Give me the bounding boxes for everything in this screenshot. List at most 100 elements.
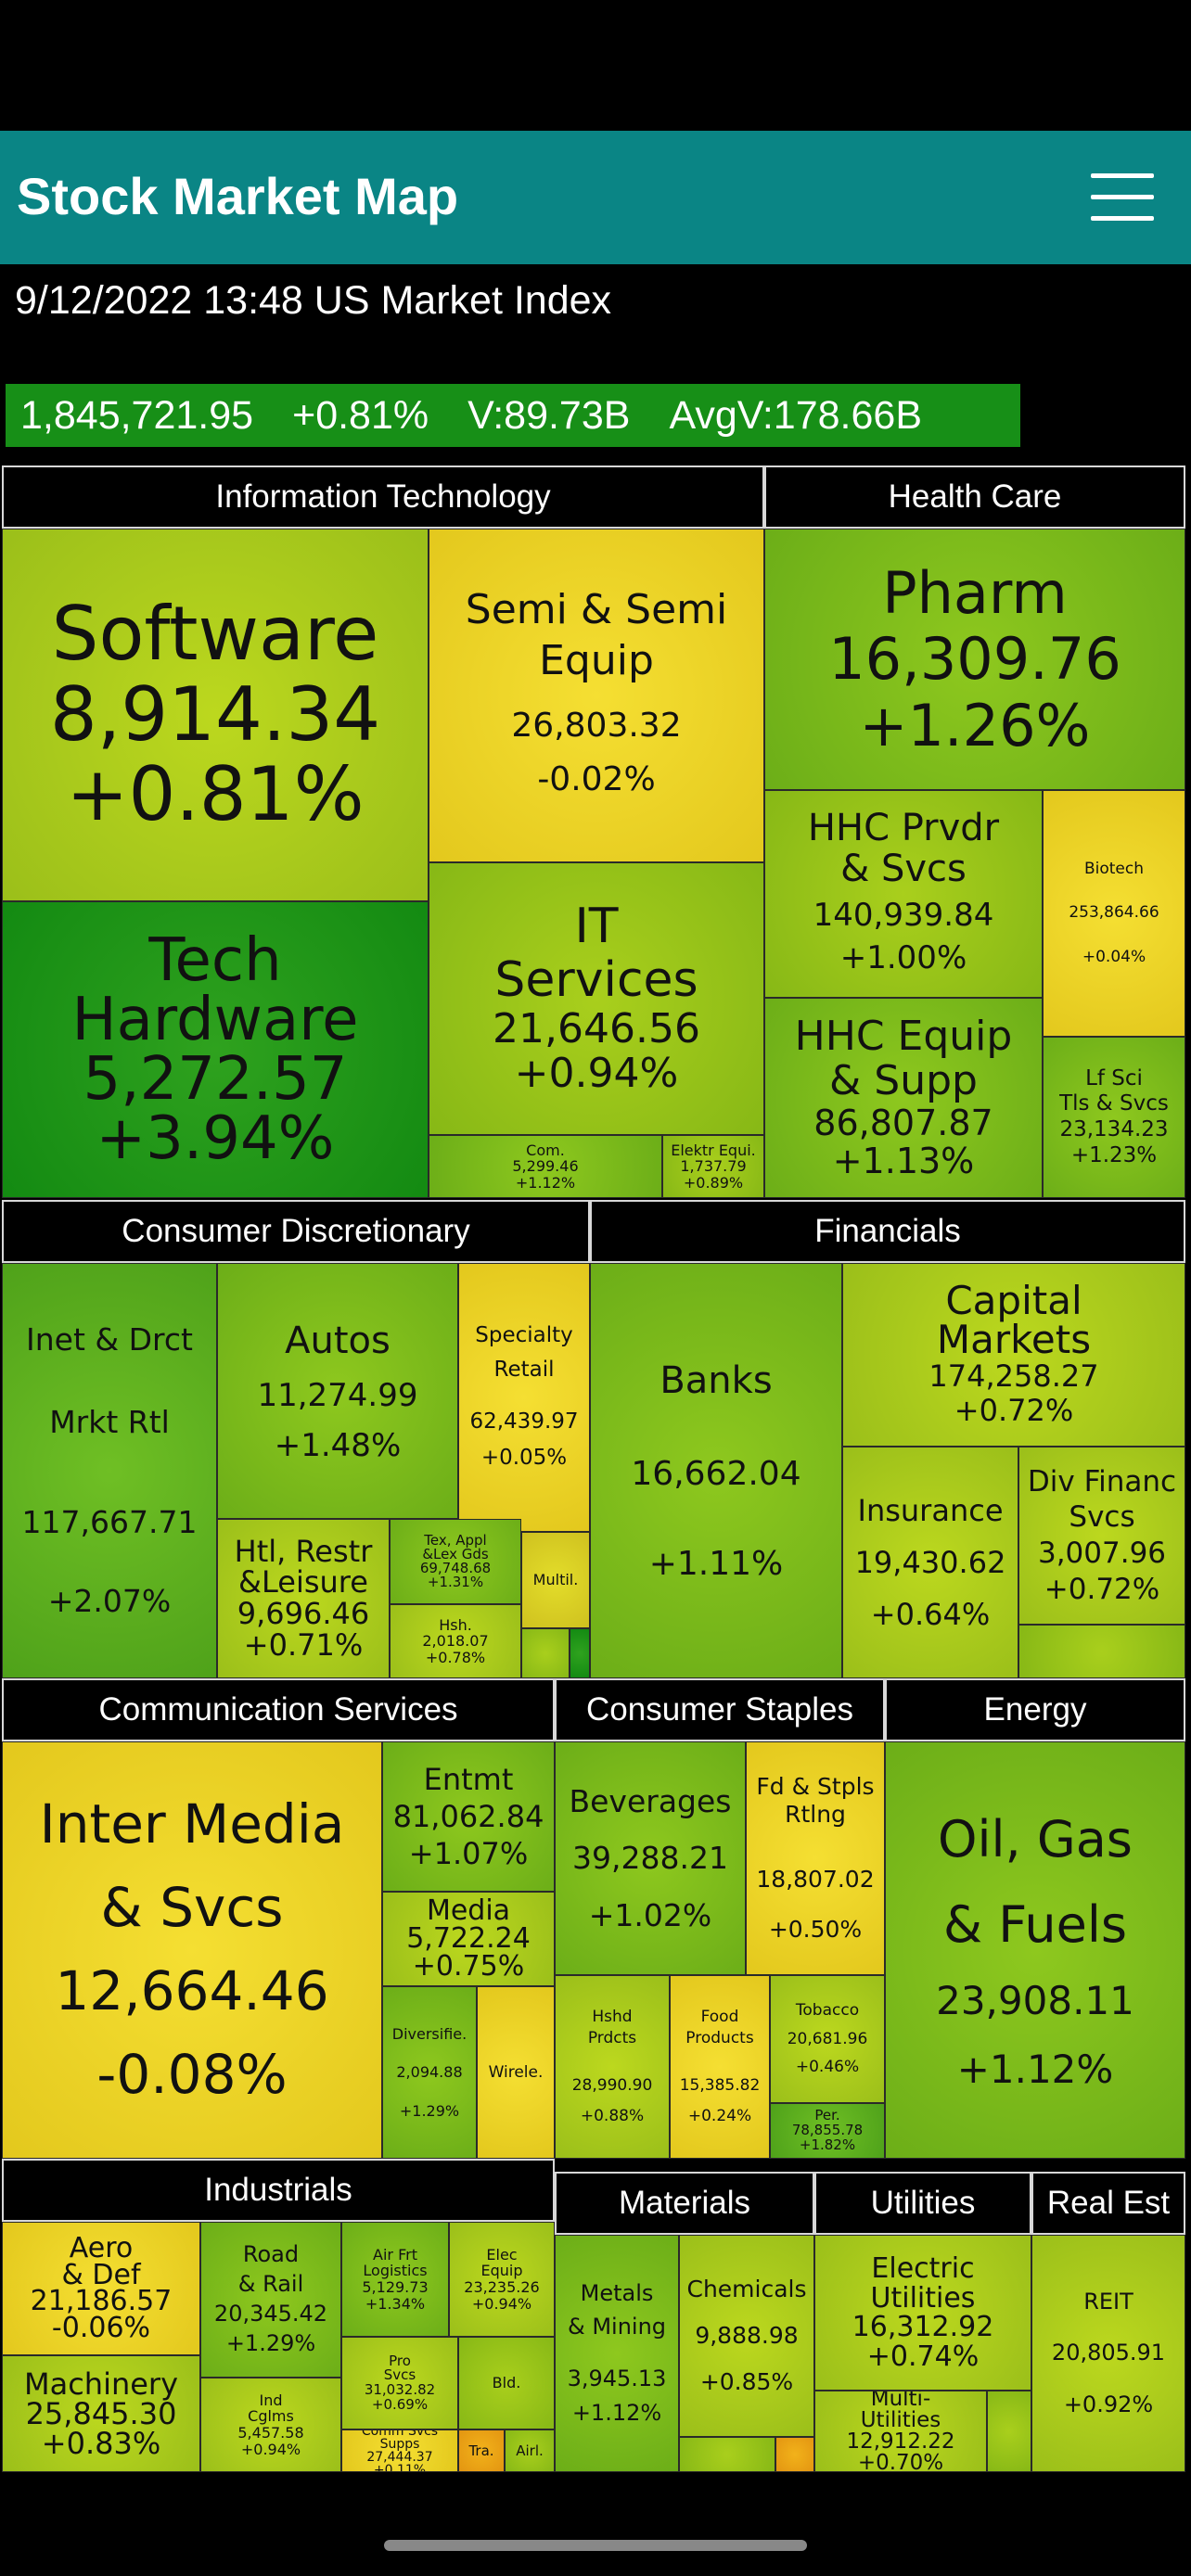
tile-comm-svcs-supps[interactable]: Comm Svcs Supps 27,444.37 +0.11%	[341, 2429, 458, 2472]
tile-tech-hardware[interactable]: Tech Hardware 5,272.57 +3.94%	[2, 901, 429, 1198]
sector-header-utilities[interactable]: Utilities	[814, 2172, 1031, 2235]
tile-value: 21,646.56	[493, 1004, 700, 1052]
tile-cd-small-1[interactable]	[521, 1628, 570, 1678]
tile-beverages[interactable]: Beverages 39,288.21 +1.02%	[555, 1741, 746, 1975]
tile-change: +0.72%	[954, 1393, 1074, 1428]
tile-aero-def[interactable]: Aero & Def 21,186.57 -0.06%	[2, 2222, 200, 2355]
tile-change: +0.64%	[870, 1597, 991, 1632]
sector-header-industrials[interactable]: Industrials	[2, 2159, 555, 2222]
tile-change: +0.71%	[243, 1626, 364, 1663]
tile-electric-utilities[interactable]: Electric Utilities 16,312.92 +0.74%	[814, 2235, 1031, 2391]
sector-header-real-estate[interactable]: Real Est	[1031, 2172, 1185, 2235]
tile-pro-svcs[interactable]: Pro Svcs 31,032.82 +0.69%	[341, 2337, 458, 2429]
tile-inet-drct-mrkt-rtl[interactable]: Inet & Drct Mrkt Rtl 117,667.71 +2.07%	[2, 1263, 217, 1678]
tile-biotech[interactable]: Biotech 253,864.66 +0.04%	[1043, 790, 1185, 1037]
tile-banks[interactable]: Banks 16,662.04 +1.11%	[590, 1263, 842, 1678]
tile-name: Beverages	[569, 1783, 732, 1820]
tile-tra[interactable]: Tra.	[458, 2429, 505, 2472]
tile-mat-small-2[interactable]	[775, 2437, 814, 2472]
tile-metals-mining[interactable]: Metals & Mining 3,945.13 +1.12%	[555, 2235, 679, 2472]
tile-it-services[interactable]: IT Services 21,646.56 +0.94%	[429, 862, 764, 1135]
tile-change: +0.05%	[480, 1445, 568, 1470]
tile-insurance[interactable]: Insurance 19,430.62 +0.64%	[842, 1447, 1018, 1678]
tile-htl-restr-leisure[interactable]: Htl, Restr &Leisure 9,696.46 +0.71%	[217, 1519, 390, 1678]
sector-header-health-care[interactable]: Health Care	[764, 465, 1185, 529]
tile-semi-equip[interactable]: Semi & Semi Equip 26,803.32 -0.02%	[429, 529, 764, 862]
tile-change: +1.23%	[1070, 1142, 1158, 1167]
tile-inter-media-svcs[interactable]: Inter Media & Svcs 12,664.46 -0.08%	[2, 1741, 382, 2159]
tile-food-products[interactable]: Food Products 15,385.82 +0.24%	[670, 1975, 770, 2159]
tile-change: +1.12%	[515, 1173, 576, 1192]
tile-media[interactable]: Media 5,722.24 +0.75%	[382, 1892, 555, 1986]
sector-header-communication-services[interactable]: Communication Services	[2, 1678, 555, 1741]
tile-oil-gas-fuels[interactable]: Oil, Gas & Fuels 23,908.11 +1.12%	[885, 1741, 1185, 2159]
tile-value: 26,803.32	[511, 707, 682, 746]
tile-com[interactable]: Com. 5,299.46 +1.12%	[429, 1135, 662, 1198]
tile-multi-utilities[interactable]: Multi- Utilities 12,912.22 +0.70%	[814, 2391, 987, 2472]
tile-value: 69,748.68	[419, 1560, 492, 1576]
tile-hhc-prvdr-svcs[interactable]: HHC Prvdr & Svcs 140,939.84 +1.00%	[764, 790, 1043, 998]
tile-name: Road & Rail	[237, 2241, 304, 2297]
tile-name: Fd & Stpls Rtlng	[756, 1773, 875, 1828]
tile-change: +1.31%	[427, 1574, 484, 1590]
tile-name: Comm Svcs Supps	[361, 2429, 439, 2452]
tile-fd-stpls-rtlng[interactable]: Fd & Stpls Rtlng 18,807.02 +0.50%	[746, 1741, 885, 1975]
tile-multil[interactable]: Multil.	[521, 1532, 590, 1628]
hamburger-menu-icon[interactable]	[1089, 170, 1156, 225]
tile-change: +0.74%	[866, 2340, 980, 2373]
tile-specialty-retail[interactable]: Specialty Retail 62,439.97 +0.05%	[458, 1263, 590, 1532]
tile-name: Aero & Def	[61, 2232, 141, 2291]
tile-pharm[interactable]: Pharm 16,309.76 +1.26%	[764, 529, 1185, 790]
tile-name: Biotech	[1083, 859, 1145, 878]
tile-name: Inet & Drct Mrkt Rtl	[26, 1320, 193, 1440]
tile-util-small[interactable]	[987, 2391, 1031, 2472]
home-indicator[interactable]	[384, 2540, 807, 2551]
tile-name: Metals & Mining	[567, 2279, 667, 2340]
tile-change: -0.02%	[537, 760, 656, 798]
tile-air-frt-logistics[interactable]: Air Frt Logistics 5,129.73 +1.34%	[341, 2222, 449, 2337]
tile-autos[interactable]: Autos 11,274.99 +1.48%	[217, 1263, 458, 1519]
tile-chemicals[interactable]: Chemicals 9,888.98 +0.85%	[679, 2235, 814, 2437]
sector-header-financials[interactable]: Financials	[590, 1200, 1185, 1263]
tile-name: Tex, Appl &Lex Gds	[422, 1532, 489, 1562]
tile-hsh[interactable]: Hsh. 2,018.07 +0.78%	[390, 1604, 521, 1678]
tile-elektr-equip[interactable]: Elektr Equi. 1,737.79 +0.89%	[662, 1135, 764, 1198]
index-volume: V:89.73B	[467, 392, 631, 438]
tile-capital-markets[interactable]: Capital Markets 174,258.27 +0.72%	[842, 1263, 1185, 1447]
tile-reit[interactable]: REIT 20,805.91 +0.92%	[1031, 2235, 1185, 2472]
tile-cd-small-2[interactable]	[570, 1628, 590, 1678]
tile-per[interactable]: Per. 78,855.78 +1.82%	[770, 2103, 885, 2159]
tile-tobacco[interactable]: Tobacco 20,681.96 +0.46%	[770, 1975, 885, 2103]
tile-machinery[interactable]: Machinery 25,845.30 +0.83%	[2, 2355, 200, 2472]
tile-change: +0.88%	[580, 2106, 645, 2125]
tile-diversifie[interactable]: Diversifie. 2,094.88 +1.29%	[382, 1986, 477, 2159]
tile-name: Div Financ Svcs	[1027, 1464, 1177, 1535]
tile-tex-appl-lex[interactable]: Tex, Appl &Lex Gds 69,748.68 +1.31%	[390, 1519, 521, 1604]
tile-value: 15,385.82	[679, 2076, 761, 2095]
tile-wirele[interactable]: Wirele.	[477, 1986, 555, 2159]
tile-change: +0.75%	[412, 1950, 525, 1983]
tile-lf-sci-tls[interactable]: Lf Sci Tls & Svcs 23,134.23 +1.23%	[1043, 1037, 1185, 1198]
tile-name: Elektr Equi.	[671, 1141, 756, 1160]
tile-value: 39,288.21	[572, 1840, 728, 1877]
tile-fin-small[interactable]	[1018, 1625, 1185, 1678]
tile-entmt[interactable]: Entmt 81,062.84 +1.07%	[382, 1741, 555, 1892]
tile-ind-cglms[interactable]: Ind Cglms 5,457.58 +0.94%	[200, 2378, 341, 2472]
tile-mat-small-1[interactable]	[679, 2437, 775, 2472]
tile-road-rail[interactable]: Road & Rail 20,345.42 +1.29%	[200, 2222, 341, 2378]
sector-header-materials[interactable]: Materials	[555, 2172, 814, 2235]
tile-software[interactable]: Software 8,914.34 +0.81%	[2, 529, 429, 901]
tile-name: HHC Equip & Supp	[794, 1012, 1013, 1105]
tile-elec-equip[interactable]: Elec Equip 23,235.26 +0.94%	[449, 2222, 555, 2337]
tile-value: 3,945.13	[567, 2365, 667, 2391]
sector-header-consumer-staples[interactable]: Consumer Staples	[555, 1678, 885, 1741]
sector-header-information-technology[interactable]: Information Technology	[2, 465, 764, 529]
sector-header-energy[interactable]: Energy	[885, 1678, 1185, 1741]
tile-div-financ-svcs[interactable]: Div Financ Svcs 3,007.96 +0.72%	[1018, 1447, 1185, 1625]
tile-hshd-prdcts[interactable]: Hshd Prdcts 28,990.90 +0.88%	[555, 1975, 670, 2159]
tile-airl[interactable]: Airl.	[505, 2429, 555, 2472]
tile-bld[interactable]: Bld.	[458, 2337, 555, 2429]
tile-change: +1.02%	[588, 1896, 712, 1933]
sector-header-consumer-discretionary[interactable]: Consumer Discretionary	[2, 1200, 590, 1263]
tile-hhc-equip-supp[interactable]: HHC Equip & Supp 86,807.87 +1.13%	[764, 998, 1043, 1198]
